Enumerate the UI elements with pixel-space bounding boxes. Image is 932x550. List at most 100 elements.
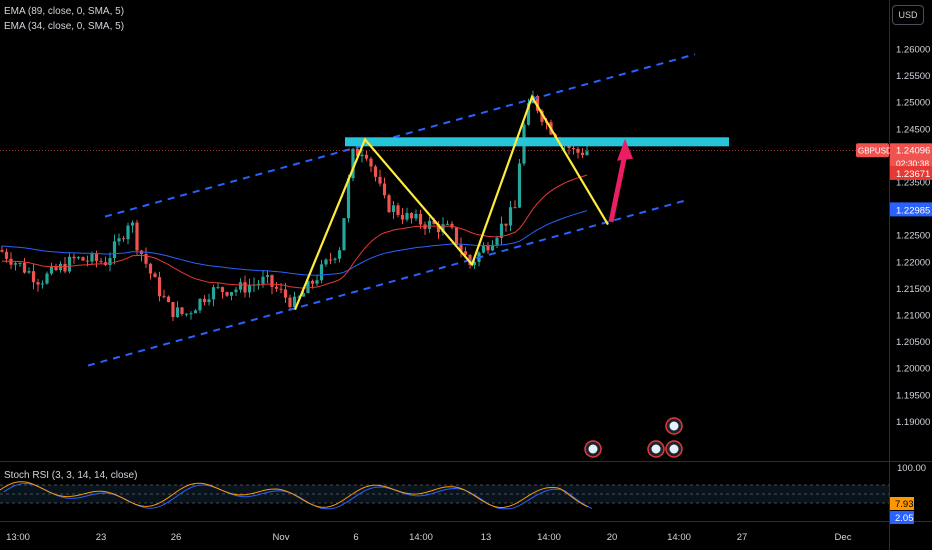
candle-body [387,195,391,212]
candle-body [292,296,297,308]
time-tick-label: 26 [171,532,182,543]
candle-body [36,282,40,285]
price-tick-label: 1.25500 [896,71,930,82]
candle-body [432,220,436,224]
candles-group [0,90,589,321]
last-price-text: 1.24096 [896,145,930,156]
candle-body [225,292,229,296]
price-tick-label: 1.24500 [896,124,930,135]
candle-body [121,238,126,240]
candle-body [315,280,319,284]
candle-body [63,263,67,272]
candle-body [243,282,247,293]
flag-event-icon-inner [669,444,679,454]
candle-body [211,287,216,300]
flag-event-icon-inner [588,444,598,454]
candle-body [256,283,261,285]
ema89-badge [890,202,932,217]
candle-body [571,148,576,150]
symbol-badge [856,143,889,158]
candle-body [94,253,99,262]
candle-body [72,256,76,259]
ema34-legend[interactable]: EMA (34, close, 0, SMA, 5) [4,21,125,32]
candle-body [45,273,49,284]
candle-body [54,266,58,270]
time-tick-label: 6 [353,532,358,543]
ema89-legend[interactable]: EMA (89, close, 0, SMA, 5) [4,6,125,17]
price-tick-label: 1.19000 [896,417,930,428]
time-tick-label: Nov [273,532,290,543]
candle-body [247,285,252,293]
candle-body [414,213,418,219]
channel-upper-line [104,53,696,218]
time-tick-label: 13:00 [6,532,30,543]
candle-body [319,264,324,281]
resistance-zone [345,137,729,147]
candle-body [49,266,54,274]
stoch-d-badge [890,511,914,524]
candle-body [535,96,540,111]
candle-body [148,263,153,274]
candle-body [580,152,585,156]
candle-body [400,214,405,220]
candle-body [0,250,4,252]
candle-body [283,289,288,298]
candle-body [265,275,270,277]
candle-body [166,296,171,303]
candle-body [342,218,346,251]
stoch-d-value: 2.05 [895,513,914,524]
ema34-line [1,174,588,289]
candle-body [508,207,513,226]
candle-body [450,223,454,228]
stoch-k-badge [890,497,914,510]
candle-body [567,144,571,149]
candle-body [13,263,18,265]
candle-body [157,277,162,297]
flag-event-icon-inner [669,421,679,431]
candle-body [463,251,468,255]
candle-body [346,178,351,219]
candle-body [117,238,121,242]
ema34-badge [890,165,932,180]
candle-body [81,257,85,261]
candle-body [108,258,112,266]
stoch-rsi-legend[interactable]: Stoch RSI (3, 3, 14, 14, close) [4,470,138,481]
candle-body [198,298,202,311]
candle-body [427,220,432,229]
candle-body [135,222,139,251]
candle-body [351,148,355,179]
time-tick-label: 23 [96,532,107,543]
projection-arrow-head [617,138,633,161]
candle-body [274,286,279,289]
candle-body [22,262,27,273]
candle-body [31,271,36,283]
candle-body [391,205,396,212]
candle-body [490,244,495,251]
candle-body [202,298,207,303]
candle-body [189,313,193,315]
candle-body [144,254,148,264]
candle-body [18,262,22,264]
candle-body [306,280,310,294]
candle-body [99,261,103,263]
candle-body [333,258,337,260]
candle-body [517,163,522,208]
price-tick-label: 1.22000 [896,257,930,268]
candle-body [238,282,243,290]
candle-body [310,280,315,284]
stoch-k-line [0,481,589,509]
candle-body [40,283,45,285]
stoch-k-value: 7.93 [895,499,914,510]
candle-body [369,158,373,167]
ema89-value-text: 1.22985 [896,205,930,216]
candle-body [288,297,292,308]
candle-body [220,287,225,293]
candle-body [436,223,441,233]
candle-body [481,245,486,253]
candle-body [418,213,423,225]
candle-body [90,253,94,262]
currency-button[interactable]: USD [892,5,924,25]
ema34-value-text: 1.23671 [896,169,930,180]
flag-event-icon-inner [651,444,661,454]
